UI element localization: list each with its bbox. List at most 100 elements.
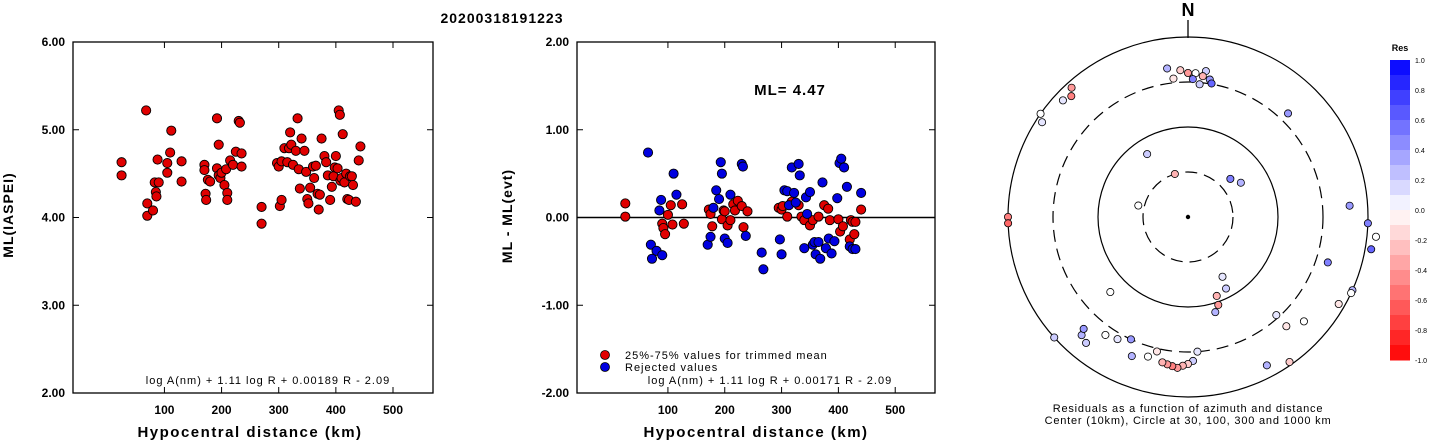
legend-marker-trimmed <box>600 350 610 360</box>
plot1-point-series0 <box>332 163 343 174</box>
plot2-point-series1 <box>815 253 826 264</box>
plot2-point-series1 <box>657 250 668 261</box>
plot1-point-series0 <box>309 172 320 184</box>
station-point <box>1067 92 1076 101</box>
plot2-point-series0 <box>678 218 689 229</box>
station-point <box>1285 357 1294 366</box>
plot2-ytick-label: -1.00 <box>542 298 570 312</box>
station-point <box>1050 333 1059 342</box>
colorbar-cell <box>1390 75 1410 91</box>
plot2-xtick-label: 100 <box>658 403 678 417</box>
plot1-point-series0 <box>176 176 187 187</box>
station-point <box>1218 272 1227 281</box>
plot1-point-series0 <box>227 159 239 170</box>
plot1-point-series0 <box>236 148 247 159</box>
plot2-point-series1 <box>850 244 861 255</box>
polar-points <box>1004 64 1380 372</box>
station-point <box>1188 75 1197 84</box>
plot2-xtick-label: 200 <box>715 403 735 417</box>
plot2-point-series1 <box>715 157 726 168</box>
plot2-point-series1 <box>642 147 654 158</box>
magnitude-vs-distance-plot: 100 200 300 400 500 2.00 3.00 4.00 5.00 6.00 log … <box>0 35 434 441</box>
plot2-point-series1 <box>804 187 816 198</box>
plot1-point-series0 <box>222 194 233 205</box>
plot1-ylabel: ML(IASPEI) <box>0 172 16 257</box>
plot1-ytick-label: 4.00 <box>42 211 66 225</box>
plot1-point-series0 <box>301 166 312 177</box>
plot2-point-series1 <box>836 153 847 164</box>
plot2-point-series0 <box>707 221 718 232</box>
plot1-point-series0 <box>355 141 366 152</box>
plot2-point-series1 <box>725 189 736 200</box>
plot1-ytick-label: 2.00 <box>42 386 66 400</box>
plot2-point-series0 <box>620 211 631 222</box>
plot2-point-series1 <box>708 202 719 213</box>
plot1-point-series0 <box>147 205 159 216</box>
plot2-point-series1 <box>714 194 725 205</box>
colorbar-cell <box>1390 135 1410 151</box>
colorbar-cell <box>1390 150 1410 166</box>
colorbar-cell <box>1390 225 1410 241</box>
plot2-point-series0 <box>677 199 688 210</box>
plot1-xlabel: Hypocentral distance (km) <box>137 424 362 441</box>
plot2-ylabel: ML - ML(evt) <box>499 169 515 263</box>
plot1-point-series0 <box>305 182 316 193</box>
plot2-ytick-label: 0.00 <box>546 211 570 225</box>
station-point <box>1038 118 1047 127</box>
station-point <box>1067 83 1076 92</box>
plot1-point-series0 <box>176 156 187 167</box>
azimuth-residual-plot: N Residuals as a function of azimuth and… <box>1004 0 1380 427</box>
plot2-point-series0 <box>824 215 835 226</box>
plot1-ytick-label: 5.00 <box>42 123 66 137</box>
plot1-point-series0 <box>151 191 162 202</box>
plot2-point-series1 <box>705 231 716 242</box>
plot2-ticks: 100 200 300 400 500 -2.00 -1.00 0.00 1.00 2.00 <box>542 35 935 417</box>
plot1-point-series0 <box>199 165 210 176</box>
plot1-point-series0 <box>334 109 345 120</box>
colorbar-cell <box>1390 105 1410 121</box>
plot1-point-series0 <box>205 176 216 187</box>
plot1-point-series0 <box>326 181 337 192</box>
colorbar-ticks: 1.0 0.8 0.6 0.4 0.2 0.0 -0.2 -0.4 -0.6 -0.8 -1.0 <box>1415 58 1427 365</box>
colorbar-cell <box>1390 240 1410 256</box>
colorbar-tick-label: 0.6 <box>1415 118 1425 125</box>
station-point <box>1126 335 1135 344</box>
plot2-point-series1 <box>722 237 733 248</box>
plot2-annotation: log A(nm) + 1.11 log R + 0.00171 R - 2.0… <box>648 375 892 387</box>
plot2-xlabel: Hypocentral distance (km) <box>643 424 868 441</box>
colorbar-tick-label: 0.0 <box>1415 208 1425 215</box>
plot1-point-series0 <box>285 127 296 138</box>
plot2-point-series1 <box>799 243 810 254</box>
plot1-point-series0 <box>310 160 321 171</box>
colorbar-cell <box>1390 330 1410 346</box>
plot1-xtick-label: 100 <box>154 403 174 417</box>
plot2-point-series0 <box>665 200 676 211</box>
station-point <box>1195 80 1204 89</box>
plot1-point-series0 <box>166 125 177 136</box>
station-point <box>1176 66 1185 75</box>
colorbar-cell <box>1390 315 1410 331</box>
north-label: N <box>1182 0 1195 20</box>
plot1-frame <box>72 41 434 394</box>
plot2-point-series1 <box>668 168 679 179</box>
colorbar-cell <box>1390 165 1410 181</box>
plot2-point-series0 <box>823 203 834 214</box>
plot2-point-series0 <box>719 206 730 217</box>
plot1-point-series0 <box>299 145 310 156</box>
plot1-point-series0 <box>350 196 361 207</box>
station-point <box>1058 96 1067 105</box>
plot1-point-series0 <box>290 145 301 156</box>
station-point <box>1170 169 1179 178</box>
station-point <box>1262 361 1271 370</box>
station-point <box>1106 288 1115 297</box>
plot2-point-series0 <box>667 219 678 230</box>
plot2-point-series0 <box>837 221 848 232</box>
plot2-point-series1 <box>813 237 824 248</box>
plot2-xtick-label: 300 <box>772 403 792 417</box>
station-point <box>1272 311 1281 320</box>
colorbar-tick-label: 0.2 <box>1415 178 1425 185</box>
plot1-ticks: 100 200 300 400 500 2.00 3.00 4.00 5.00 6.00 <box>42 35 433 417</box>
circle-30km <box>1142 171 1234 263</box>
circle-100km <box>1097 126 1279 308</box>
colorbar-tick-label: -0.2 <box>1415 238 1427 245</box>
